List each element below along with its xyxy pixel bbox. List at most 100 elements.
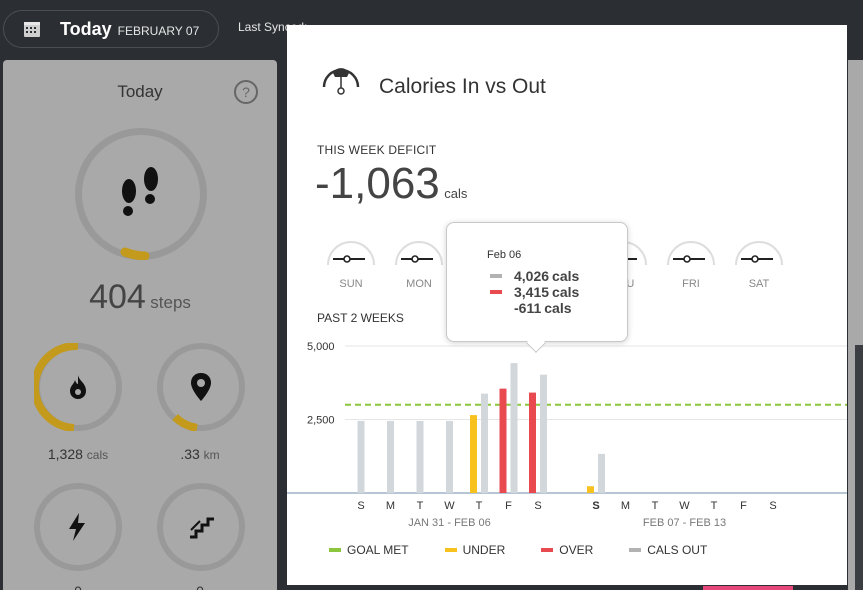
goal-met-swatch [329,548,341,552]
calories-progress [34,343,79,431]
over-label: OVER [559,543,594,557]
x-tick-label: S [769,500,776,512]
modal-title: Calories In vs Out [379,75,546,98]
gauge-label: MON [406,278,432,290]
distance-readout: .33 km [140,446,260,462]
x-tick-label: T [652,500,659,512]
lightning-icon [69,513,85,541]
under-label: UNDER [462,543,506,557]
week-range-label: FEB 07 - FEB 13 [643,517,726,529]
legend-cals-out: CALS OUT [629,543,707,557]
cals-out-bar [481,393,488,493]
cals-out-bar [598,453,605,493]
cals-out-bar [357,420,365,493]
distance-progress [172,413,198,431]
tooltip-cals-in-row: 3,415 cals [490,284,579,300]
gauge-arc-icon [735,241,783,266]
steps-readout: 404 steps [3,278,277,317]
tooltip-cals-out-unit: cals [552,268,580,284]
y-tick-label: 5,000 [307,341,335,353]
cals-out-label: CALS OUT [647,543,708,557]
week-range-label: JAN 31 - FEB 06 [408,517,491,529]
cals-in-bar [529,392,536,493]
cals-out-bar [387,420,394,493]
panel-title: Today [117,82,163,101]
calories-value: 1,328 [47,446,83,462]
flame-icon [70,375,86,399]
chart-legend: GOAL MET UNDER OVER CALS OUT [329,543,743,557]
cals-out-bar [416,420,424,493]
cals-in-bar [587,486,594,493]
background-accent-bar [703,586,793,590]
gauge-sun[interactable]: SUN [325,235,377,295]
floors-ring[interactable] [157,483,245,571]
past-two-weeks-label: PAST 2 WEEKS [317,311,404,325]
steps-unit: steps [150,293,191,312]
x-tick-label: M [621,500,630,512]
distance-ring[interactable] [157,343,245,431]
gauge-sat[interactable]: SAT [733,235,785,295]
x-tick-label: W [444,500,455,512]
background-panel-edge-dark [855,345,863,590]
bar-tooltip: Feb 06 4,026 cals 3,415 cals -611 cals [446,222,628,353]
x-tick-label: T [417,500,424,512]
over-swatch [541,548,554,552]
legend-over: OVER [541,543,593,557]
current-date: FEBRUARY 07 [117,23,200,38]
cals-in-bar [499,388,507,493]
cals-out-bar [446,420,453,493]
distance-value: .33 [180,446,200,462]
cals-out-legend-swatch [629,548,642,552]
gauge-label: SAT [748,278,770,290]
week-deficit-unit: cals [444,186,468,201]
x-tick-label: S [534,500,541,512]
floors-value: 0 [140,583,260,590]
y-tick-label: 2,500 [307,415,335,427]
x-tick-label: S [357,500,364,512]
cals-out-bar [540,374,547,493]
scale-gauge-icon [322,68,360,95]
location-pin-icon [191,373,211,401]
active-minutes-value: 0 [18,583,138,590]
tooltip-cals-in-unit: cals [552,284,580,300]
footsteps-icon [122,167,158,216]
tooltip-cals-in-value: 3,415 [514,284,550,300]
date-selector[interactable]: Today FEBRUARY 07 [3,10,219,48]
calories-readout: 1,328 cals [18,446,138,462]
steps-value: 404 [89,278,146,316]
tooltip-date: Feb 06 [487,249,522,261]
week-deficit-label: THIS WEEK DEFICIT [317,143,437,157]
legend-goal-met: GOAL MET [329,543,409,557]
cals-out-bar [510,363,518,493]
stairs-icon [190,517,214,539]
x-tick-label: T [711,500,718,512]
x-tick-label: F [740,500,747,512]
gauge-label: FRI [682,278,700,290]
distance-unit: km [203,448,220,462]
tooltip-cals-out-value: 4,026 [514,268,550,284]
calendar-icon [24,22,40,37]
under-swatch [444,548,457,552]
legend-under: UNDER [444,543,506,557]
steps-progress [120,247,150,260]
week-deficit-readout: -1,063 cals [315,159,467,209]
gauge-mon[interactable]: MON [393,235,445,295]
today-label: Today [60,18,112,39]
cals-out-swatch [490,274,502,278]
active-minutes-ring[interactable] [34,483,122,571]
cals-in-swatch [490,290,502,294]
gauge-fri[interactable]: FRI [665,235,717,295]
calories-in-vs-out-modal: Calories In vs Out THIS WEEK DEFICIT -1,… [287,25,847,585]
x-tick-label: M [386,500,395,512]
help-icon[interactable]: ? [234,80,258,104]
tooltip-cals-out-row: 4,026 cals [490,268,579,284]
x-tick-label: F [505,500,512,512]
week-deficit-value: -1,063 [315,159,440,208]
tooltip-diff-row: -611 cals [514,300,572,316]
gauge-arc-icon [395,241,443,266]
x-tick-label: T [476,500,483,512]
x-tick-label: W [679,500,690,512]
gauge-arc-icon [667,241,715,266]
calories-bar-chart: 2,500 5,000 S M T W T F S JAN 31 - FEB 06 S M T W T F S F… [287,341,847,529]
tooltip-diff-value: -611 [514,300,542,316]
